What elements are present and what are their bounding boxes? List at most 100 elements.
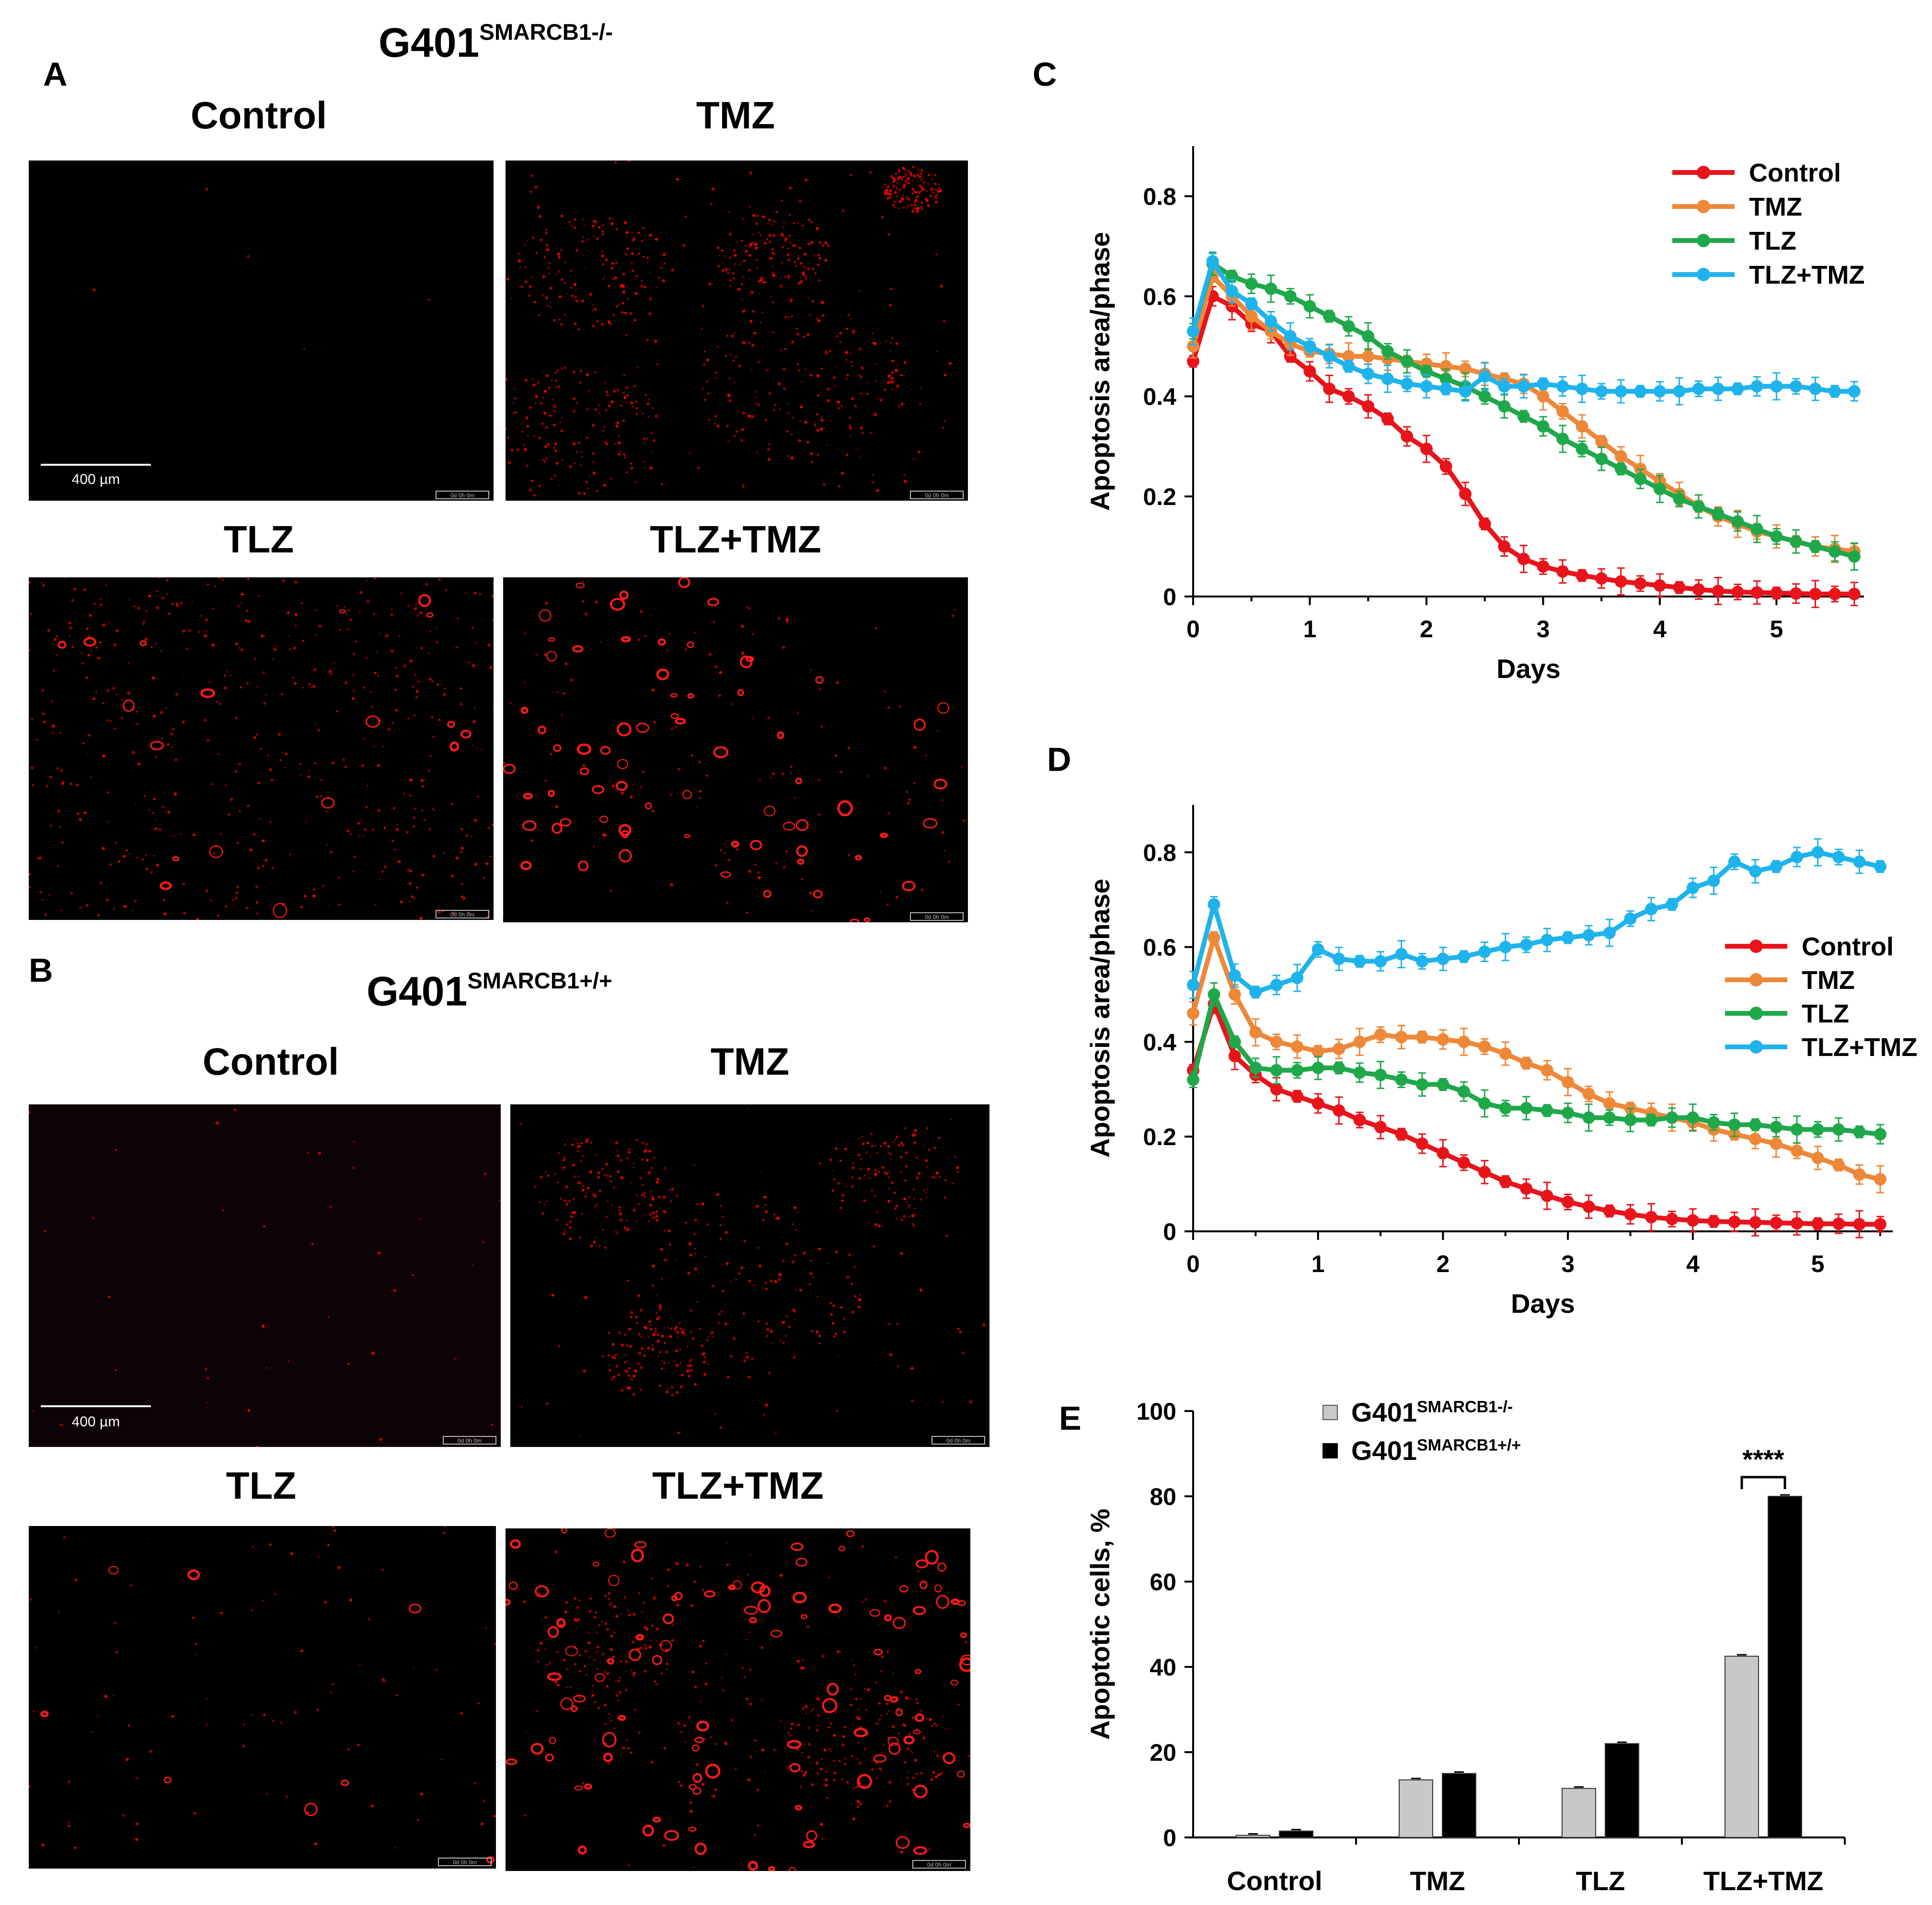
red-speck xyxy=(57,809,60,813)
red-speck xyxy=(892,184,895,187)
red-speck xyxy=(559,319,561,321)
data-point xyxy=(1395,948,1408,961)
data-point xyxy=(1634,577,1647,590)
red-speck xyxy=(258,781,261,784)
red-speck xyxy=(603,484,606,487)
red-speck xyxy=(915,204,917,206)
red-speck xyxy=(529,285,532,288)
red-speck xyxy=(518,259,521,263)
red-speck xyxy=(888,185,890,187)
red-speck xyxy=(631,232,633,234)
red-speck xyxy=(727,272,729,274)
red-speck xyxy=(121,717,123,720)
red-speck xyxy=(936,253,938,255)
red-speck xyxy=(403,664,406,667)
red-speck xyxy=(471,836,472,838)
data-point xyxy=(1749,865,1762,878)
data-point xyxy=(1614,462,1627,475)
red-speck xyxy=(100,598,102,600)
red-speck xyxy=(564,367,566,369)
red-speck xyxy=(729,256,732,259)
red-speck xyxy=(858,374,861,377)
red-speck xyxy=(61,782,64,785)
data-point xyxy=(1457,1156,1470,1169)
data-point xyxy=(1645,1113,1658,1126)
red-speck xyxy=(633,319,636,321)
data-point xyxy=(1401,355,1414,368)
red-speck xyxy=(429,631,431,632)
red-speck xyxy=(838,485,841,488)
red-speck xyxy=(552,399,554,401)
red-speck xyxy=(827,244,829,247)
red-speck xyxy=(841,315,842,317)
red-speck xyxy=(754,242,757,246)
red-speck xyxy=(943,374,947,377)
red-speck xyxy=(66,653,68,654)
red-speck xyxy=(916,210,919,213)
red-speck xyxy=(767,458,770,461)
red-speck xyxy=(581,240,584,243)
red-speck xyxy=(758,361,760,363)
red-speck xyxy=(384,827,386,829)
red-speck xyxy=(225,905,227,908)
red-speck xyxy=(258,836,260,837)
red-speck xyxy=(415,690,419,693)
data-point xyxy=(1457,950,1470,963)
red-speck xyxy=(167,811,171,814)
red-speck xyxy=(403,792,405,795)
data-point xyxy=(1415,1031,1428,1044)
red-speck xyxy=(623,453,625,456)
red-speck xyxy=(910,174,913,177)
red-speck xyxy=(92,288,96,291)
red-speck xyxy=(714,423,716,425)
red-speck xyxy=(613,390,616,393)
red-speck xyxy=(520,286,523,288)
y-tick-label: 0.6 xyxy=(1143,934,1176,961)
red-speck xyxy=(427,652,430,654)
red-speck xyxy=(525,379,528,382)
red-speck xyxy=(102,623,105,627)
red-speck xyxy=(444,688,446,689)
red-speck xyxy=(818,260,820,261)
red-speck xyxy=(517,448,519,451)
red-speck xyxy=(779,285,782,288)
red-speck xyxy=(814,272,816,275)
data-point xyxy=(1537,390,1550,403)
red-speck xyxy=(183,883,185,885)
red-speck xyxy=(506,427,507,430)
red-speck xyxy=(890,377,894,380)
red-speck xyxy=(852,329,855,331)
red-speck xyxy=(247,804,250,807)
red-speck xyxy=(396,828,399,831)
red-speck xyxy=(369,691,372,693)
red-speck xyxy=(620,267,621,268)
data-point xyxy=(1848,587,1861,600)
red-speck xyxy=(935,194,938,196)
red-speck xyxy=(344,765,347,769)
red-speck xyxy=(702,388,704,390)
red-speck xyxy=(821,244,825,247)
red-speck xyxy=(741,428,744,431)
red-speck xyxy=(409,870,412,872)
red-speck xyxy=(739,263,741,265)
red-speck xyxy=(472,627,473,629)
red-speck xyxy=(398,860,401,863)
red-speck xyxy=(506,277,509,281)
red-speck xyxy=(938,184,940,185)
red-speck xyxy=(663,263,666,264)
red-speck xyxy=(526,425,529,428)
red-speck xyxy=(238,647,240,649)
red-speck xyxy=(852,331,855,334)
red-speck xyxy=(905,173,907,176)
red-speck xyxy=(636,275,638,277)
red-speck xyxy=(228,813,230,815)
red-speck xyxy=(923,177,925,178)
red-speck xyxy=(888,233,890,236)
red-speck xyxy=(373,613,375,615)
red-speck xyxy=(781,262,782,264)
red-speck xyxy=(913,207,915,209)
red-speck xyxy=(564,314,566,316)
red-speck xyxy=(555,462,559,465)
red-speck xyxy=(112,687,115,690)
red-speck xyxy=(443,852,445,854)
